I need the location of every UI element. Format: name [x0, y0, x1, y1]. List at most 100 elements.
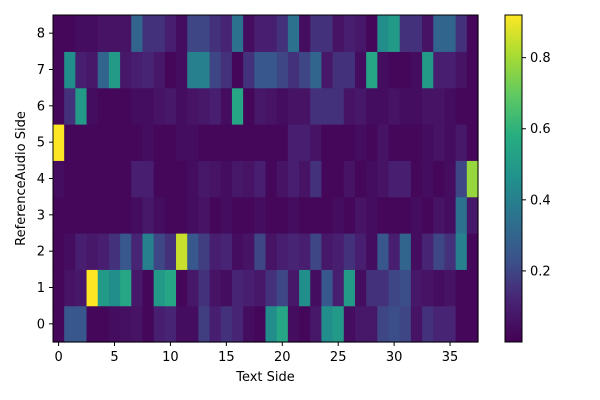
- heatmap-cell: [176, 269, 188, 307]
- heatmap-cell: [131, 87, 144, 125]
- heatmap-cell: [53, 87, 65, 125]
- heatmap-cell: [276, 87, 289, 125]
- heatmap-cell: [433, 87, 446, 125]
- heatmap-cell: [220, 196, 233, 234]
- heatmap-cell: [276, 233, 289, 270]
- heatmap-cell: [231, 51, 244, 89]
- heatmap-cell: [187, 305, 199, 343]
- heatmap-cell: [299, 196, 311, 234]
- y-tick-label: 1: [37, 281, 45, 296]
- heatmap-cell: [198, 15, 211, 52]
- heatmap-cell: [187, 196, 199, 234]
- heatmap-cell: [433, 124, 446, 161]
- heatmap-cell: [176, 305, 188, 343]
- heatmap-cell: [75, 15, 88, 52]
- heatmap-cell: [388, 196, 401, 234]
- heatmap-cell: [131, 196, 144, 234]
- heatmap-cell: [310, 160, 323, 198]
- heatmap-cell: [366, 15, 378, 52]
- heatmap-cell: [287, 87, 300, 125]
- heatmap-cell: [343, 305, 356, 343]
- heatmap-cell: [366, 196, 378, 234]
- heatmap-cell: [64, 15, 76, 52]
- heatmap-cell: [265, 233, 278, 270]
- heatmap-cell: [321, 305, 334, 343]
- heatmap-cell: [310, 233, 323, 270]
- heatmap-cell: [399, 305, 412, 343]
- heatmap-cell: [310, 87, 323, 125]
- heatmap-cell: [343, 51, 356, 89]
- heatmap-cell: [265, 15, 278, 52]
- heatmap-cell: [120, 51, 132, 89]
- heatmap-cell: [299, 51, 311, 89]
- heatmap-cell: [433, 305, 446, 343]
- heatmap-cell: [86, 160, 99, 198]
- heatmap-cell: [187, 87, 199, 125]
- y-axis-label: ReferenceAudio Side: [14, 111, 29, 246]
- heatmap-cell: [377, 305, 390, 343]
- heatmap-cell: [108, 269, 121, 307]
- heatmap-cell: [422, 15, 434, 52]
- heatmap-cell: [187, 233, 199, 270]
- heatmap-cell: [321, 124, 334, 161]
- heatmap-cell: [153, 233, 166, 270]
- heatmap-cell: [243, 269, 255, 307]
- heatmap-cell: [455, 269, 468, 307]
- heatmap-cell: [142, 124, 155, 161]
- heatmap-cell: [142, 269, 155, 307]
- heatmap-cell: [153, 305, 166, 343]
- heatmap-cell: [276, 269, 289, 307]
- heatmap-cell: [97, 196, 110, 234]
- heatmap-cell: [120, 160, 132, 198]
- heatmap-cell: [276, 160, 289, 198]
- x-tick-label: 30: [386, 350, 403, 365]
- heatmap-cell: [422, 124, 434, 161]
- heatmap-cell: [164, 51, 177, 89]
- heatmap-cell: [332, 87, 345, 125]
- heatmap-cell: [343, 87, 356, 125]
- heatmap-cell: [86, 305, 99, 343]
- heatmap-cell: [198, 305, 211, 343]
- heatmap-cell: [176, 233, 188, 270]
- heatmap-cell: [354, 124, 367, 161]
- heatmap-cell: [422, 196, 434, 234]
- heatmap-cell: [276, 124, 289, 161]
- heatmap-cell: [410, 305, 423, 343]
- heatmap-cell: [86, 269, 99, 307]
- x-tick-label: 5: [110, 350, 118, 365]
- heatmap-cell: [366, 305, 378, 343]
- y-tick-label: 2: [37, 245, 45, 260]
- heatmap-cell: [220, 124, 233, 161]
- heatmap-cell: [164, 233, 177, 270]
- heatmap-cell: [399, 269, 412, 307]
- heatmap-cell: [299, 124, 311, 161]
- heatmap-cell: [343, 160, 356, 198]
- y-tick-label: 0: [37, 317, 45, 332]
- heatmap-cell: [433, 269, 446, 307]
- heatmap-cell: [53, 269, 65, 307]
- heatmap-cell: [220, 269, 233, 307]
- heatmap-cell: [422, 51, 434, 89]
- heatmap-cell: [243, 160, 255, 198]
- heatmap-cell: [53, 51, 65, 89]
- heatmap-cell: [265, 305, 278, 343]
- heatmap-cell: [354, 305, 367, 343]
- heatmap-cell: [142, 51, 155, 89]
- heatmap-cell: [332, 196, 345, 234]
- heatmap-cell: [187, 124, 199, 161]
- heatmap-cell: [299, 87, 311, 125]
- heatmap-cell: [377, 160, 390, 198]
- heatmap-cell: [120, 87, 132, 125]
- heatmap-cell: [108, 160, 121, 198]
- heatmap-cell: [466, 15, 479, 52]
- heatmap-cell: [176, 51, 188, 89]
- heatmap-cell: [466, 51, 479, 89]
- heatmap-cell: [422, 233, 434, 270]
- heatmap-cell: [254, 269, 267, 307]
- heatmap-cell: [366, 51, 378, 89]
- heatmap-cell: [131, 124, 144, 161]
- heatmap-cell: [276, 15, 289, 52]
- heatmap-cell: [343, 196, 356, 234]
- heatmap-cell: [287, 196, 300, 234]
- heatmap-cell: [466, 124, 479, 161]
